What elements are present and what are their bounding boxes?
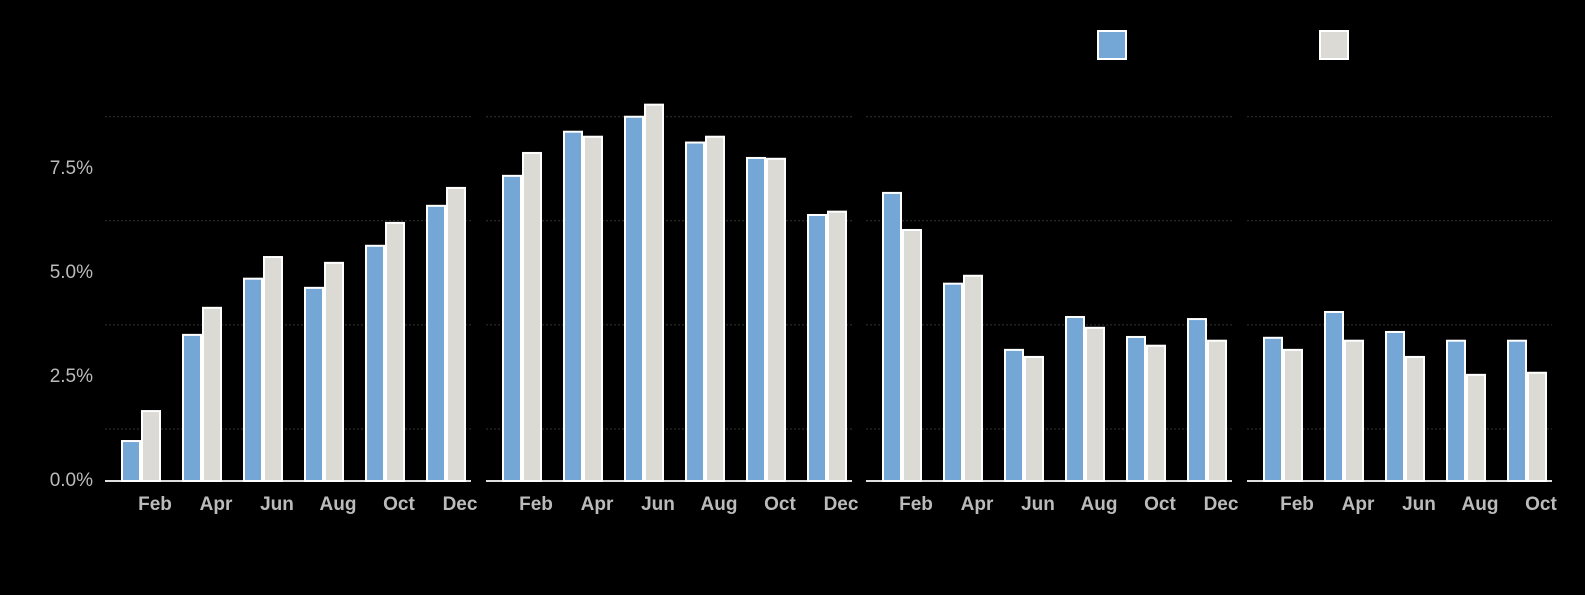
bar [705, 135, 725, 482]
bar [1263, 336, 1283, 482]
y-tick-label: 7.5% [50, 158, 93, 179]
legend-swatch [1097, 30, 1127, 60]
bar [263, 256, 283, 482]
bar [1126, 335, 1146, 483]
x-tick-label: Apr [961, 494, 994, 515]
x-tick-label: Apr [581, 494, 614, 515]
bar [1065, 315, 1085, 482]
bar [243, 277, 263, 482]
bar [1024, 355, 1044, 483]
x-tick-label: Aug [701, 494, 738, 515]
bar [1324, 310, 1344, 482]
bar [1527, 371, 1547, 482]
x-tick-label: Apr [1342, 494, 1375, 515]
x-tick-label: Aug [320, 494, 357, 515]
bar [1385, 330, 1405, 482]
bar [624, 115, 644, 482]
bar [426, 204, 446, 483]
bar [1344, 339, 1364, 483]
bar [943, 282, 963, 483]
bar [1187, 318, 1207, 483]
x-tick-label: Feb [899, 494, 933, 515]
bar [365, 244, 385, 482]
bar [385, 221, 405, 483]
x-tick-label: Jun [641, 494, 675, 515]
bar [304, 286, 324, 482]
bar [1446, 339, 1466, 483]
bar [685, 141, 705, 483]
x-tick-label: Dec [443, 494, 478, 515]
bar [644, 103, 664, 483]
bar [807, 213, 827, 482]
bar [202, 306, 222, 482]
bar [121, 440, 141, 483]
bar [1405, 355, 1425, 483]
bar [902, 228, 922, 482]
bar [1004, 348, 1024, 482]
bar [141, 410, 161, 483]
x-tick-label: Oct [1144, 494, 1176, 515]
bar [963, 274, 983, 482]
x-tick-label: Aug [1462, 494, 1499, 515]
x-tick-label: Oct [764, 494, 796, 515]
bar [446, 186, 466, 482]
bar [583, 135, 603, 482]
x-tick-label: Jun [1402, 494, 1436, 515]
bar [827, 210, 847, 482]
x-tick-label: Jun [260, 494, 294, 515]
bar [522, 151, 542, 482]
x-tick-label: Feb [1280, 494, 1314, 515]
bar [324, 261, 344, 483]
bar [182, 333, 202, 482]
bar [746, 156, 766, 483]
x-tick-label: Feb [519, 494, 553, 515]
x-tick-label: Dec [824, 494, 859, 515]
bar [502, 174, 522, 482]
bar [563, 130, 583, 483]
x-tick-label: Apr [200, 494, 233, 515]
bar [882, 191, 902, 482]
bar [1466, 373, 1486, 482]
bar [1507, 339, 1527, 483]
x-tick-label: Oct [383, 494, 415, 515]
x-tick-label: Feb [138, 494, 172, 515]
x-tick-label: Aug [1081, 494, 1118, 515]
y-tick-label: 2.5% [50, 366, 93, 387]
bar [1085, 326, 1105, 482]
y-tick-label: 0.0% [50, 470, 93, 491]
bar [1207, 339, 1227, 483]
bar [766, 157, 786, 483]
legend-swatch [1319, 30, 1349, 60]
y-tick-label: 5.0% [50, 262, 93, 283]
bar [1146, 344, 1166, 482]
x-tick-label: Oct [1525, 494, 1557, 515]
bar [1283, 348, 1303, 482]
x-tick-label: Jun [1021, 494, 1055, 515]
x-tick-label: Dec [1204, 494, 1239, 515]
